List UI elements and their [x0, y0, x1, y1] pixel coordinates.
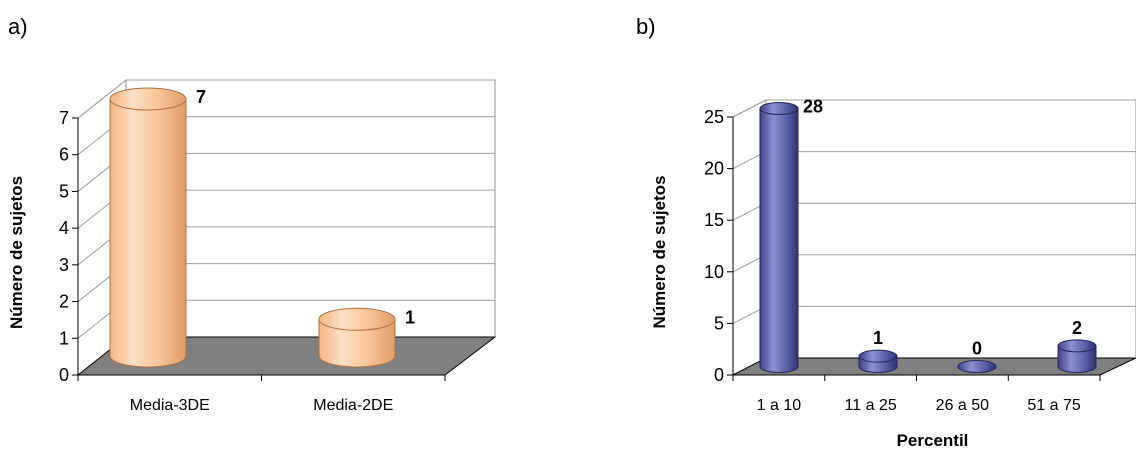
chartb-gridline-side — [732, 99, 767, 118]
charta-data-label: 1 — [405, 307, 415, 327]
chartb-ytick-label: 25 — [704, 107, 724, 127]
charta-ytick-label: 4 — [59, 218, 69, 238]
chartb-xlabel: Percentil — [897, 431, 969, 450]
charta-bar-top — [318, 307, 396, 331]
chartb-ytick-label: 0 — [714, 365, 724, 385]
charta-ytick-label: 5 — [59, 181, 69, 201]
chartb-ytick-label: 10 — [704, 262, 724, 282]
chartb-data-label: 2 — [1072, 318, 1082, 338]
chartb-category-label: 1 a 10 — [757, 397, 802, 414]
chartb-category-label: 11 a 25 — [845, 397, 897, 414]
charta-category-label: Media-3DE — [130, 397, 210, 414]
chartb-bar-top — [957, 360, 997, 373]
chartb-bar-top — [858, 349, 898, 363]
charta-bar — [109, 98, 187, 368]
chartb-ylabel: Número de sujetos — [650, 175, 669, 328]
panel-a-label: a) — [8, 14, 28, 39]
charta-ytick-label: 0 — [59, 365, 69, 385]
chartb-data-label: 0 — [972, 339, 982, 359]
charta-ytick-label: 7 — [59, 108, 69, 128]
charta-ytick-label: 6 — [59, 145, 69, 165]
chartb-bar — [1057, 345, 1097, 373]
chartb-category-label: 26 a 50 — [936, 397, 989, 414]
charta-ytick-label: 1 — [59, 328, 69, 348]
charta-bar — [318, 318, 396, 368]
charta-group: 0 1 2 3 4 5 6 7 Media-3DE Media-2DE Número de suje… — [7, 79, 497, 414]
charta-category-label: Media-2DE — [313, 397, 393, 414]
charta-gridline-side — [77, 79, 127, 119]
charta-ylabel: Número de sujetos — [7, 176, 26, 329]
panel-b-label: b) — [636, 14, 656, 39]
chartb-category-label: 51 a 75 — [1027, 397, 1080, 414]
chartb-bar-top — [1057, 339, 1097, 353]
charta-ytick-label: 3 — [59, 255, 69, 275]
chartb-data-label: 28 — [803, 97, 823, 117]
charta-bar-top — [109, 87, 187, 111]
chartb-data-label: 1 — [873, 328, 883, 348]
chartb-ytick-label: 20 — [704, 159, 724, 179]
charta-ytick-label: 2 — [59, 292, 69, 312]
chartb-bar — [759, 108, 799, 373]
charta-data-label: 7 — [196, 87, 206, 107]
chartb-ytick-label: 15 — [704, 210, 724, 230]
chartb-ytick-label: 5 — [714, 313, 724, 333]
chartb-bar-top — [759, 102, 799, 115]
